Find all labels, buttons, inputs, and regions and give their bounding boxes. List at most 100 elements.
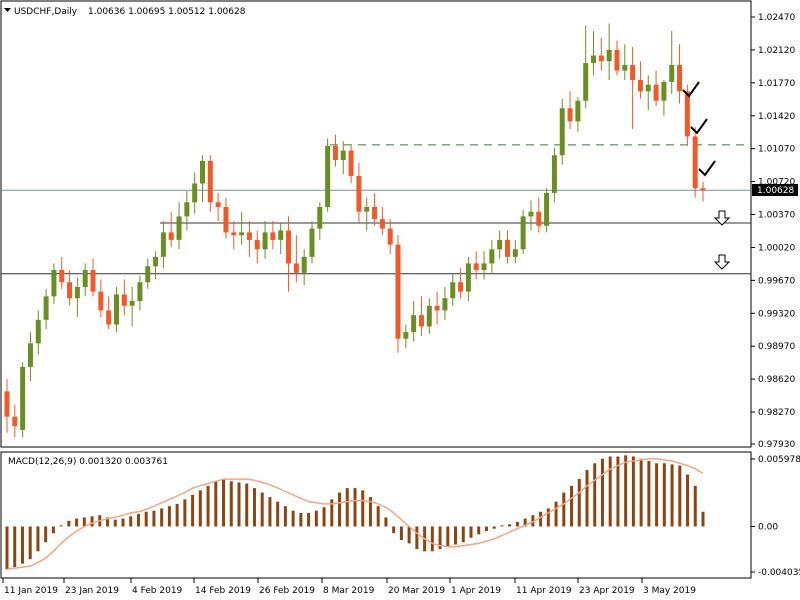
candle-body bbox=[677, 64, 683, 92]
macd-layer bbox=[5, 455, 705, 571]
candle-body bbox=[645, 84, 651, 92]
macd-bar bbox=[670, 464, 674, 527]
candle-body bbox=[606, 49, 612, 62]
candle bbox=[497, 230, 503, 259]
macd-bar bbox=[13, 526, 17, 568]
candle-body bbox=[309, 228, 315, 257]
candle-body bbox=[630, 64, 636, 81]
candle bbox=[254, 230, 260, 264]
macd-signal-line bbox=[6, 458, 704, 571]
candle bbox=[434, 291, 440, 325]
candle-body bbox=[113, 294, 119, 325]
candle-body bbox=[106, 310, 112, 325]
candle bbox=[192, 172, 198, 214]
candle-body bbox=[669, 64, 675, 82]
x-tick-label: 11 Jan 2019 bbox=[4, 586, 58, 596]
candle-body bbox=[434, 305, 440, 311]
candle bbox=[340, 141, 346, 175]
ohlc-values: 1.00636 1.00695 1.00512 1.00628 bbox=[88, 7, 246, 17]
macd-bar bbox=[415, 526, 419, 550]
candle bbox=[458, 268, 464, 299]
macd-bar bbox=[477, 526, 481, 535]
candle bbox=[653, 70, 659, 107]
candle bbox=[223, 197, 229, 239]
macd-bar bbox=[167, 506, 171, 527]
macd-bar bbox=[492, 526, 496, 529]
candle-body bbox=[207, 160, 213, 203]
macd-bar bbox=[222, 479, 226, 527]
candle-body bbox=[98, 291, 104, 311]
candle bbox=[309, 221, 315, 264]
macd-bar bbox=[121, 518, 125, 527]
price-panel-frame bbox=[0, 0, 752, 448]
candle bbox=[231, 221, 237, 250]
macd-bar bbox=[624, 455, 628, 527]
y-tick-label: 0.99670 bbox=[758, 276, 795, 286]
candle-body bbox=[27, 343, 33, 367]
macd-bar bbox=[631, 456, 635, 527]
candle bbox=[481, 251, 487, 280]
candle bbox=[630, 47, 636, 129]
symbol-menu-icon[interactable] bbox=[4, 8, 11, 12]
candle-body bbox=[43, 296, 49, 320]
macd-bar bbox=[106, 517, 110, 527]
y-tick-label: 1.01070 bbox=[758, 145, 795, 155]
candle-body bbox=[591, 55, 597, 64]
candle-body bbox=[567, 108, 573, 122]
candle-body bbox=[74, 286, 80, 299]
y-tick-label: 1.01770 bbox=[758, 79, 795, 89]
candle-body bbox=[465, 263, 471, 292]
macd-bar bbox=[376, 506, 380, 527]
candle-body bbox=[637, 80, 643, 92]
candle bbox=[411, 301, 417, 342]
candle-body bbox=[262, 232, 268, 250]
macd-bar bbox=[361, 490, 365, 527]
macd-bar bbox=[191, 494, 195, 527]
macd-bar bbox=[20, 526, 24, 564]
candle-body bbox=[497, 239, 503, 250]
candle-body bbox=[137, 282, 143, 302]
axis-layer: 1.02470 1.02120 1.01770 1.01420 1.01070 1.007… bbox=[2, 13, 800, 596]
candle-body bbox=[520, 216, 526, 250]
macd-bar bbox=[438, 526, 442, 550]
candle-body bbox=[176, 216, 182, 240]
candle-body bbox=[254, 239, 260, 250]
checkmark-icon bbox=[682, 81, 700, 98]
macd-bar bbox=[28, 526, 32, 560]
macd-bar bbox=[407, 526, 411, 544]
candle-body bbox=[473, 263, 479, 271]
candle bbox=[395, 235, 401, 353]
candle bbox=[137, 275, 143, 311]
candle-body bbox=[684, 91, 690, 137]
candle bbox=[567, 91, 573, 129]
macd-bar bbox=[678, 465, 682, 527]
y-tick-label: 0.97930 bbox=[758, 440, 795, 450]
macd-bar bbox=[183, 499, 187, 527]
candle bbox=[575, 96, 581, 132]
candle-body bbox=[411, 315, 417, 333]
y-tick-label: 0.98270 bbox=[758, 408, 795, 418]
macd-bar bbox=[59, 525, 63, 527]
macd-bar bbox=[283, 506, 287, 527]
candle-body bbox=[153, 256, 159, 267]
candle bbox=[372, 192, 378, 226]
macd-bar bbox=[469, 526, 473, 538]
candle-body bbox=[395, 244, 401, 339]
macd-panel-frame bbox=[0, 451, 752, 579]
candle-body bbox=[536, 211, 542, 226]
macd-bar bbox=[368, 497, 372, 527]
macd-bar bbox=[276, 501, 280, 527]
candle-body bbox=[168, 232, 174, 240]
checkmark-icon bbox=[698, 160, 716, 177]
macd-bar bbox=[647, 461, 651, 527]
macd-bar bbox=[44, 526, 48, 543]
candle bbox=[544, 188, 550, 233]
candle-body bbox=[215, 202, 221, 207]
macd-bar bbox=[616, 456, 620, 527]
macd-bar bbox=[508, 524, 512, 527]
candle-body bbox=[418, 315, 424, 327]
candle-body bbox=[317, 206, 323, 229]
candle-body bbox=[598, 55, 604, 62]
y-tick-label: 1.00720 bbox=[758, 178, 795, 188]
macd-bar bbox=[484, 526, 488, 531]
